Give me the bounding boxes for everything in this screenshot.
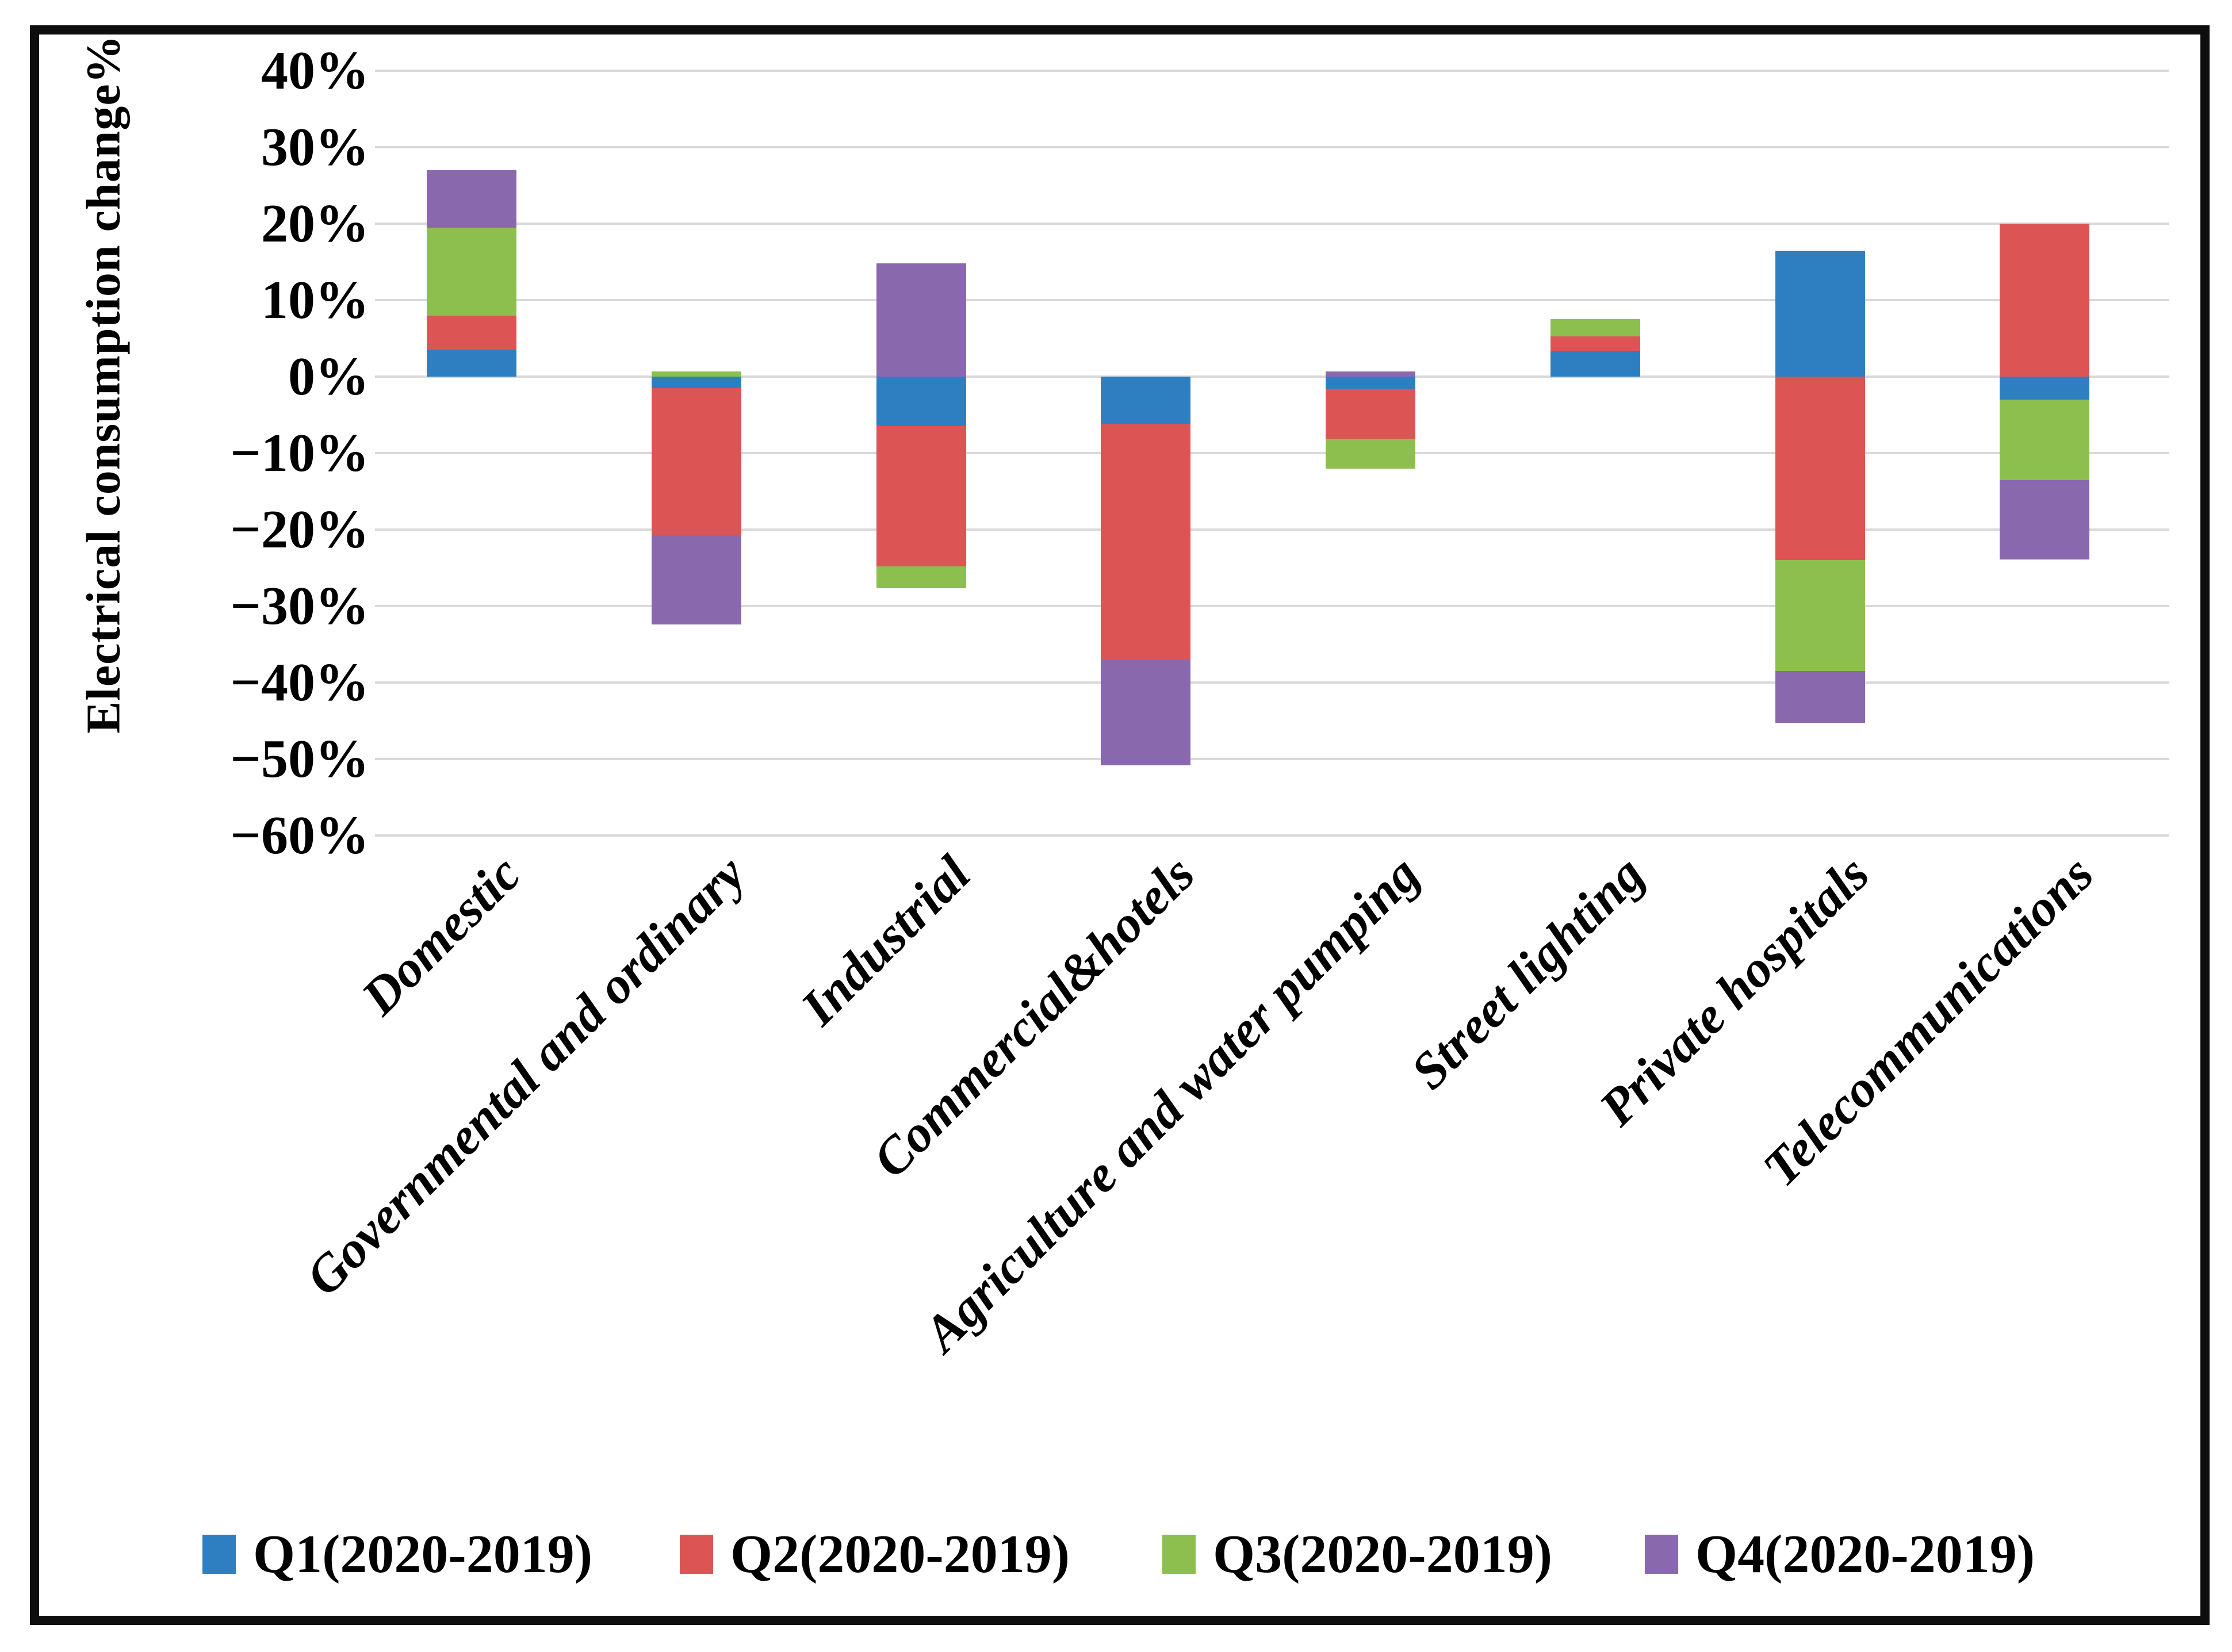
bar-segment-q4-agriculture-and-water-pumping bbox=[1326, 371, 1416, 377]
bar-segment-q2-private-hospitals bbox=[1775, 377, 1865, 561]
legend-label-q2: Q2(2020-2019) bbox=[730, 1524, 1070, 1584]
y-tick-label-40: 40% bbox=[261, 41, 369, 101]
legend-chip-q2 bbox=[680, 1535, 713, 1574]
y-tick-label-20: 20% bbox=[261, 194, 369, 254]
bar-segment-q1-telecommunications bbox=[2000, 377, 2090, 400]
bar-segment-q1-industrial bbox=[876, 377, 966, 427]
legend-entry-q3: Q3(2020-2019) bbox=[1162, 1523, 1552, 1586]
bar-segment-q4-domestic bbox=[427, 170, 517, 228]
bar-segment-q4-telecommunications bbox=[2000, 480, 2090, 559]
gridline-10 bbox=[375, 299, 2169, 301]
legend-entry-q4: Q4(2020-2019) bbox=[1645, 1523, 2035, 1586]
legend-label-q1: Q1(2020-2019) bbox=[253, 1524, 593, 1584]
gridline--30 bbox=[375, 605, 2169, 607]
legend-label-q3: Q3(2020-2019) bbox=[1213, 1524, 1553, 1584]
gridline--40 bbox=[375, 681, 2169, 684]
bar-segment-q2-governmental-and-ordinary bbox=[652, 388, 742, 535]
y-tick-label--20: −20% bbox=[230, 500, 369, 559]
y-tick-label--30: −30% bbox=[230, 576, 369, 636]
gridline--50 bbox=[375, 758, 2169, 760]
y-tick-label--50: −50% bbox=[230, 729, 369, 789]
bar-segment-q2-industrial bbox=[876, 426, 966, 566]
legend-entry-q1: Q1(2020-2019) bbox=[202, 1523, 592, 1586]
gridline-0 bbox=[375, 375, 2169, 378]
bar-segment-q2-agriculture-and-water-pumping bbox=[1326, 389, 1416, 439]
bar-segment-q1-governmental-and-ordinary bbox=[652, 377, 742, 388]
bar-segment-q3-private-hospitals bbox=[1775, 560, 1865, 672]
y-axis-title: Electrical consumption change% bbox=[76, 35, 131, 734]
legend-entry-q2: Q2(2020-2019) bbox=[680, 1523, 1070, 1586]
bar-segment-q3-telecommunications bbox=[2000, 399, 2090, 480]
bar-segment-q1-private-hospitals bbox=[1775, 250, 1865, 377]
bar-segment-q4-private-hospitals bbox=[1775, 671, 1865, 723]
bar-segment-q3-domestic bbox=[427, 227, 517, 316]
y-tick-label--60: −60% bbox=[230, 806, 369, 865]
legend-chip-q3 bbox=[1162, 1535, 1196, 1574]
bar-segment-q3-industrial bbox=[876, 566, 966, 589]
bar-segment-q3-street-lighting bbox=[1550, 319, 1640, 336]
legend-chip-q1 bbox=[202, 1535, 236, 1574]
bar-segment-q1-commercial-hotels bbox=[1101, 377, 1191, 424]
bar-segment-q3-agriculture-and-water-pumping bbox=[1326, 438, 1416, 469]
bar-segment-q3-governmental-and-ordinary bbox=[652, 371, 742, 377]
y-tick-label-0: 0% bbox=[288, 347, 369, 407]
bar-segment-q2-street-lighting bbox=[1550, 336, 1640, 352]
bar-segment-q2-telecommunications bbox=[2000, 224, 2090, 377]
bar-segment-q1-domestic bbox=[427, 350, 517, 377]
y-tick-label--10: −10% bbox=[230, 423, 369, 483]
bar-segment-q4-industrial bbox=[876, 263, 966, 377]
bar-segment-q4-governmental-and-ordinary bbox=[652, 535, 742, 624]
bar-segment-q1-street-lighting bbox=[1550, 351, 1640, 377]
gridline--10 bbox=[375, 452, 2169, 454]
gridline--60 bbox=[375, 834, 2169, 837]
y-tick-label-10: 10% bbox=[261, 270, 369, 330]
gridline-40 bbox=[375, 70, 2169, 72]
bar-segment-q2-commercial-hotels bbox=[1101, 424, 1191, 660]
legend-label-q4: Q4(2020-2019) bbox=[1695, 1524, 2035, 1584]
bar-segment-q1-agriculture-and-water-pumping bbox=[1326, 377, 1416, 389]
y-tick-label-30: 30% bbox=[261, 117, 369, 177]
legend-chip-q4 bbox=[1645, 1535, 1678, 1574]
bar-segment-q4-commercial-hotels bbox=[1101, 660, 1191, 765]
y-tick-label--40: −40% bbox=[230, 653, 369, 712]
bar-segment-q2-domestic bbox=[427, 315, 517, 350]
gridline-20 bbox=[375, 223, 2169, 225]
gridline-30 bbox=[375, 146, 2169, 148]
gridline--20 bbox=[375, 528, 2169, 531]
